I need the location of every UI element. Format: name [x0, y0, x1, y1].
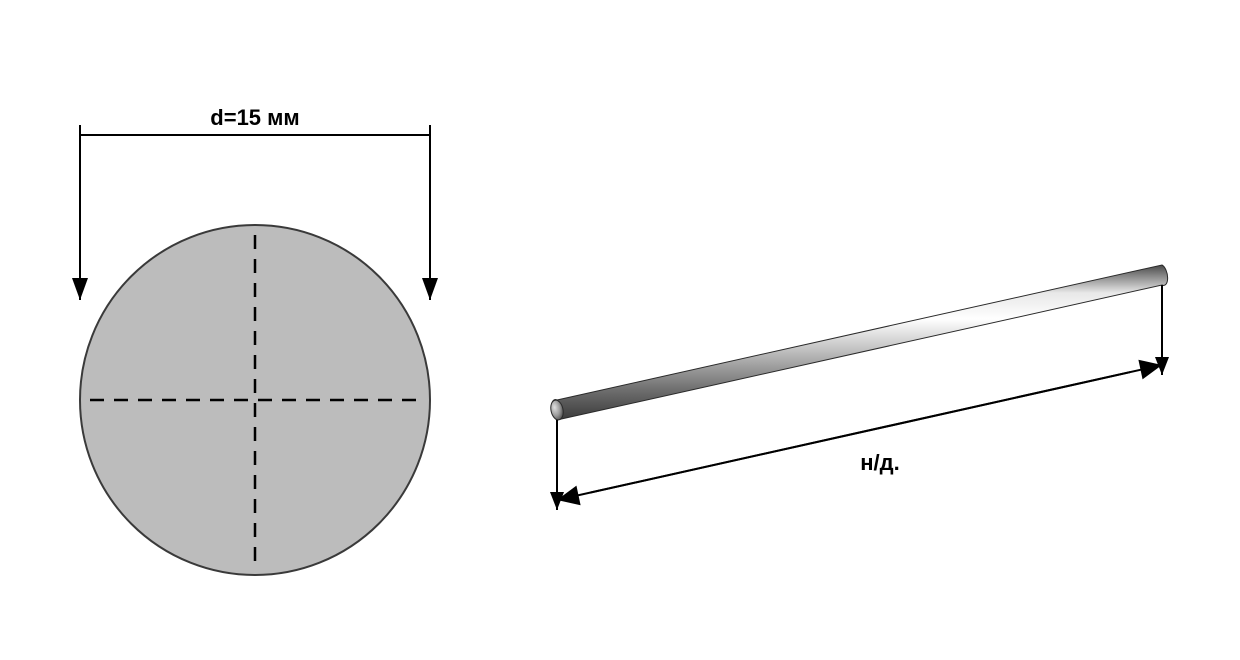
diagram-container: d=15 мм н/д.	[0, 0, 1240, 660]
cross-section-group: d=15 мм	[72, 105, 438, 575]
arrowhead-left	[72, 278, 88, 300]
rod-group: н/д.	[549, 265, 1168, 512]
technical-drawing: d=15 мм н/д.	[0, 0, 1240, 660]
section-circle	[80, 225, 430, 575]
rod-length-label: н/д.	[860, 450, 899, 475]
diameter-label: d=15 мм	[210, 105, 299, 130]
rod-body	[549, 265, 1168, 421]
arrowhead-right	[422, 278, 438, 300]
